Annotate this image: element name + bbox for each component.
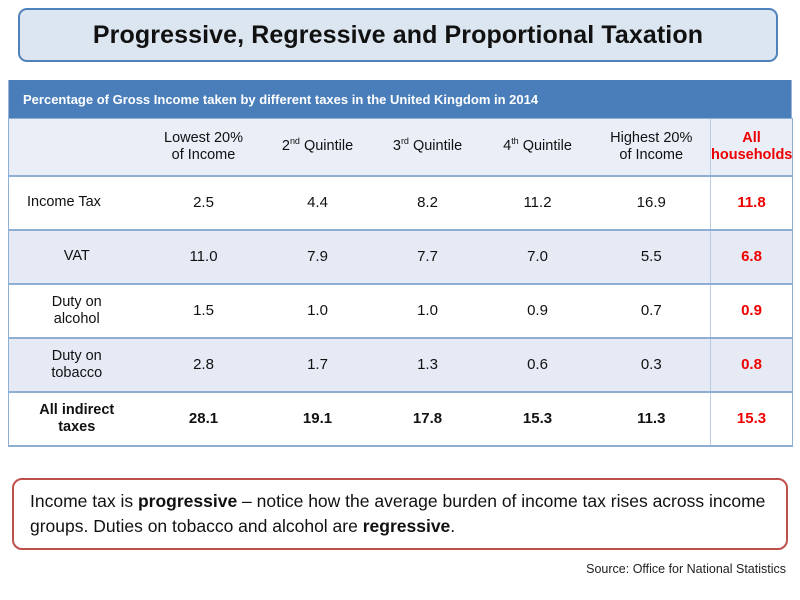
commentary-part-2: – notice how the average burden of incom…: [30, 490, 766, 536]
cell-income-tax-q2: 4.4: [262, 176, 373, 231]
row-label-all-indirect-taxes-line2: taxes: [58, 419, 96, 435]
column-header-3rd-quintile-sup: rd: [400, 136, 409, 147]
cell-all-indirect-q3: 17.8: [372, 392, 483, 447]
table-row: Income Tax 2.5 4.4 8.2 11.2 16.9 11.8: [8, 176, 793, 231]
cell-duty-tobacco-q5: 0.3: [592, 338, 711, 393]
commentary-box: Income tax is progressive – notice how t…: [12, 478, 788, 550]
column-header-4th-quintile-num: 4: [503, 138, 512, 155]
cell-duty-alcohol-q2: 1.0: [262, 284, 373, 339]
column-header-3rd-quintile-num: 3: [392, 138, 401, 155]
row-label-duty-tobacco-line2: tobacco: [51, 365, 103, 381]
source-note: Source: Office for National Statistics: [586, 562, 786, 576]
cell-duty-alcohol-q5: 0.7: [592, 284, 711, 339]
cell-vat-all-households: 6.8: [710, 230, 793, 285]
column-header-lowest-20: Lowest 20% of Income: [144, 118, 263, 177]
cell-duty-alcohol-q4: 0.9: [482, 284, 593, 339]
table-row: VAT 11.0 7.9 7.7 7.0 5.5 6.8: [8, 230, 793, 285]
column-header-4th-quintile-sup: th: [511, 136, 519, 147]
cell-duty-tobacco-q2: 1.7: [262, 338, 373, 393]
cell-duty-tobacco-all-households: 0.8: [710, 338, 793, 393]
commentary-bold-progressive: progressive: [137, 490, 238, 511]
commentary-part-1: Income tax is: [30, 490, 138, 511]
slide-title-box: Progressive, Regressive and Proportional…: [18, 8, 778, 62]
page-title: Progressive, Regressive and Proportional…: [92, 20, 704, 49]
column-header-2nd-quintile-sup: nd: [289, 136, 300, 147]
row-label-all-indirect-taxes: All indirect taxes: [8, 392, 145, 447]
cell-duty-alcohol-all-households: 0.9: [710, 284, 793, 339]
data-table-container: Percentage of Gross Income taken by diff…: [8, 80, 793, 447]
row-label-duty-alcohol-line1: Duty on: [51, 293, 102, 310]
cell-duty-tobacco-q4: 0.6: [482, 338, 593, 393]
column-header-all-households-line2: households: [711, 147, 793, 163]
row-label-duty-tobacco-line1: Duty on: [51, 347, 102, 364]
table-caption-text: Percentage of Gross Income taken by diff…: [23, 91, 539, 107]
cell-duty-tobacco-q1: 2.8: [144, 338, 263, 393]
cell-duty-alcohol-q1: 1.5: [144, 284, 263, 339]
cell-all-indirect-q5: 11.3: [592, 392, 711, 447]
column-header-highest-20-line1: Highest 20%: [610, 129, 693, 146]
row-label-vat: VAT: [8, 230, 145, 285]
row-label-duty-tobacco: Duty on tobacco: [8, 338, 145, 393]
table-caption-band: Percentage of Gross Income taken by diff…: [8, 80, 792, 118]
cell-all-indirect-q1: 28.1: [144, 392, 263, 447]
column-header-all-households-line1: All: [742, 129, 761, 146]
column-header-all-households: All households: [710, 118, 793, 177]
cell-duty-tobacco-q3: 1.3: [372, 338, 483, 393]
row-label-duty-alcohol-line2: alcohol: [53, 311, 100, 327]
table-row: Duty on tobacco 2.8 1.7 1.3 0.6 0.3 0.8: [8, 338, 793, 393]
table-row: Duty on alcohol 1.5 1.0 1.0 0.9 0.7 0.9: [8, 284, 793, 339]
cell-income-tax-q3: 8.2: [372, 176, 483, 231]
row-label-income-tax: Income Tax: [8, 176, 145, 231]
cell-all-indirect-all-households: 15.3: [710, 392, 793, 447]
commentary-bold-regressive: regressive: [362, 516, 451, 536]
cell-all-indirect-q4: 15.3: [482, 392, 593, 447]
cell-duty-alcohol-q3: 1.0: [372, 284, 483, 339]
column-header-2nd-quintile-word: Quintile: [299, 138, 354, 155]
column-header-2nd-quintile: 2nd Quintile: [262, 118, 373, 177]
cell-all-indirect-q2: 19.1: [262, 392, 373, 447]
column-header-highest-20: Highest 20% of Income: [592, 118, 711, 177]
commentary-part-3: .: [450, 516, 456, 536]
cell-vat-q5: 5.5: [592, 230, 711, 285]
cell-income-tax-q4: 11.2: [482, 176, 593, 231]
table-row: All indirect taxes 28.1 19.1 17.8 15.3 1…: [8, 392, 793, 447]
column-header-lowest-20-line1: Lowest 20%: [164, 129, 243, 146]
column-header-highest-20-line2: of Income: [619, 147, 684, 163]
column-header-3rd-quintile: 3rd Quintile: [372, 118, 483, 177]
taxation-table: Lowest 20% of Income 2nd Quintile 3rd Qu…: [8, 118, 793, 447]
row-label-all-indirect-taxes-line1: All indirect: [39, 401, 115, 418]
column-header-3rd-quintile-word: Quintile: [408, 138, 463, 155]
table-header-row: Lowest 20% of Income 2nd Quintile 3rd Qu…: [8, 118, 793, 177]
column-header-tax: [8, 118, 145, 177]
cell-vat-q2: 7.9: [262, 230, 373, 285]
cell-income-tax-q1: 2.5: [144, 176, 263, 231]
column-header-2nd-quintile-num: 2: [281, 138, 290, 155]
cell-vat-q4: 7.0: [482, 230, 593, 285]
cell-vat-q1: 11.0: [144, 230, 263, 285]
column-header-4th-quintile: 4th Quintile: [482, 118, 593, 177]
cell-income-tax-q5: 16.9: [592, 176, 711, 231]
cell-vat-q3: 7.7: [372, 230, 483, 285]
row-label-duty-alcohol: Duty on alcohol: [8, 284, 145, 339]
commentary-text: Income tax is progressive – notice how t…: [14, 489, 786, 540]
column-header-lowest-20-line2: of Income: [171, 147, 236, 163]
column-header-4th-quintile-word: Quintile: [518, 138, 572, 155]
cell-income-tax-all-households: 11.8: [710, 176, 793, 231]
